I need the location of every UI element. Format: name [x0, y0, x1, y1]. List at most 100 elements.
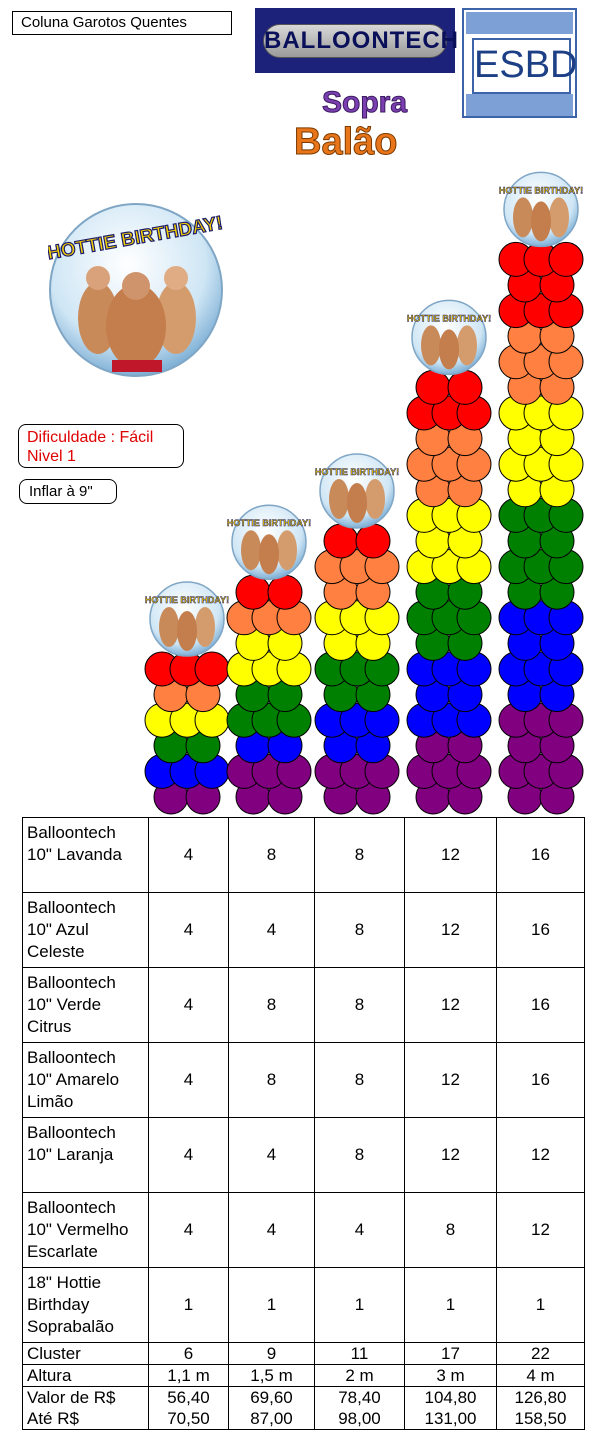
table-row: Balloontech 10" Vermelho Escarlate 4 4 4 8 12: [22, 1192, 585, 1268]
price-from: 69,60: [250, 1388, 293, 1407]
value-cell: 3 m: [404, 1364, 497, 1387]
balloontech-logo: BALLOONTECH: [255, 8, 458, 73]
balao-text: Balão: [294, 121, 397, 162]
row-label-line: Escarlate: [27, 1242, 98, 1261]
quantity-cell: 4: [148, 1192, 229, 1268]
row-label: Balloontech 10" Vermelho Escarlate: [22, 1192, 149, 1268]
price-label-line: Até R$: [27, 1409, 79, 1428]
hottie-birthday-balloon-large: HOTTIE BIRTHDAY!: [48, 203, 225, 377]
row-label: Balloontech 10" Azul Celeste: [22, 892, 149, 968]
quantity-cell: 8: [228, 967, 315, 1043]
quantity-cell: 12: [496, 1192, 585, 1268]
value-cell: 4 m: [496, 1364, 585, 1387]
row-label-line: Citrus: [27, 1017, 72, 1036]
difficulty-box: Dificuldade : Fácil Nivel 1: [18, 424, 184, 468]
quantity-cell: 16: [496, 1042, 585, 1118]
row-label: Balloontech 10" Verde Citrus: [22, 967, 149, 1043]
quantity-cell: 8: [228, 817, 315, 893]
balloon-red: [323, 523, 359, 559]
row-label-line: 10" Laranja: [27, 1145, 114, 1164]
table-row: Balloontech 10" Amarelo Limão 4 8 8 12 16: [22, 1042, 585, 1118]
page-title: Coluna Garotos Quentes: [12, 11, 232, 35]
balloon-caption-small: HOTTIE BIRTHDAY!: [315, 467, 399, 477]
row-label-line: Soprabalão: [27, 1317, 114, 1336]
balloon-red: [194, 651, 230, 687]
quantity-cell: 8: [314, 817, 405, 893]
table-row: 18" Hottie Birthday Soprabalão 1 1 1 1 1: [22, 1267, 585, 1343]
row-label: Balloontech 10" Laranja: [22, 1117, 149, 1193]
value-cell: 17: [404, 1342, 497, 1365]
sopra-balao-logo: Sopra Balão: [294, 86, 408, 163]
row-label-line: Balloontech: [27, 973, 116, 992]
balloon-caption-small: HOTTIE BIRTHDAY!: [499, 185, 583, 195]
balloon-red: [267, 574, 303, 610]
value-cell: 1,1 m: [148, 1364, 229, 1387]
quantity-cell: 12: [404, 892, 497, 968]
difficulty-label: Dificuldade : Fácil: [27, 429, 154, 446]
quantity-cell: 4: [228, 1192, 315, 1268]
table-row: Balloontech 10" Laranja 4 4 8 12 12: [22, 1117, 585, 1193]
table-row: Balloontech 10" Lavanda 4 8 8 12 16: [22, 817, 585, 893]
quantity-cell: 4: [148, 817, 229, 893]
quantity-cell: 4: [148, 1042, 229, 1118]
row-label-line: 10" Amarelo: [27, 1070, 120, 1089]
quantity-cell: 4: [314, 1192, 405, 1268]
quantity-cell: 1: [314, 1267, 405, 1343]
quantity-cell: 8: [314, 892, 405, 968]
quantity-cell: 4: [148, 1117, 229, 1193]
quantity-cell: 16: [496, 892, 585, 968]
balloon-red: [447, 369, 483, 405]
balloon-red: [548, 241, 584, 277]
price-cell: 56,40 70,50: [148, 1386, 229, 1430]
hottie-birthday-balloon-top: HOTTIE BIRTHDAY!: [227, 504, 311, 580]
value-cell: 11: [314, 1342, 405, 1365]
table-row: Balloontech 10" Azul Celeste 4 4 8 12 16: [22, 892, 585, 968]
row-label-line: 10" Vermelho: [27, 1220, 129, 1239]
esbd-logo-text: ESBD: [472, 38, 577, 94]
value-cell: 1,5 m: [228, 1364, 315, 1387]
inflate-size-box: Inflar à 9": [19, 479, 117, 504]
balloon-red: [355, 523, 391, 559]
esbd-stripe-top: [466, 12, 573, 34]
value-cell: 2 m: [314, 1364, 405, 1387]
hottie-birthday-balloon-top: HOTTIE BIRTHDAY!: [145, 581, 229, 657]
row-label-line: Balloontech: [27, 898, 116, 917]
balloon-caption-small: HOTTIE BIRTHDAY!: [227, 518, 311, 528]
row-label-line: Balloontech: [27, 1048, 116, 1067]
price-from: 126,80: [514, 1388, 567, 1407]
esbd-stripe-bottom: [466, 94, 573, 116]
quantity-cell: 8: [314, 967, 405, 1043]
quantity-cell: 8: [314, 1117, 405, 1193]
quantity-cell: 12: [404, 1042, 497, 1118]
row-label-line: Balloontech: [27, 823, 116, 842]
price-to: 131,00: [424, 1409, 477, 1428]
balloontech-logo-text: BALLOONTECH: [263, 24, 458, 58]
row-label-line: 18" Hottie: [27, 1273, 102, 1292]
row-label: Balloontech 10" Amarelo Limão: [22, 1042, 149, 1118]
price-cell: 78,40 98,00: [314, 1386, 405, 1430]
row-label-line: Birthday: [27, 1295, 90, 1314]
quantity-cell: 16: [496, 967, 585, 1043]
row-label: 18" Hottie Birthday Soprabalão: [22, 1267, 149, 1343]
table-row: Cluster 6 9 11 17 22: [22, 1342, 585, 1365]
quantity-cell: 1: [496, 1267, 585, 1343]
quantity-cell: 12: [404, 1117, 497, 1193]
difficulty-level: Nivel 1: [27, 448, 76, 465]
price-from: 104,80: [424, 1388, 477, 1407]
row-label-line: Balloontech: [27, 1123, 116, 1142]
price-cell: 69,60 87,00: [228, 1386, 315, 1430]
row-label-line: 10" Verde: [27, 995, 102, 1014]
row-label: Altura: [22, 1364, 149, 1387]
quantity-cell: 4: [228, 1117, 315, 1193]
row-label-line: Balloontech: [27, 1198, 116, 1217]
row-label-line: 10" Azul: [27, 920, 89, 939]
quantity-cell: 16: [496, 817, 585, 893]
hottie-birthday-balloon-top: HOTTIE BIRTHDAY!: [407, 299, 491, 376]
quantity-cell: 8: [404, 1192, 497, 1268]
price-row: Valor de R$ Até R$ 56,40 70,50 69,60 87,00 78,…: [22, 1386, 585, 1430]
quantity-cell: 12: [496, 1117, 585, 1193]
quantity-table: Balloontech 10" Lavanda 4 8 8 12 16 Balloontech…: [22, 817, 585, 1430]
price-label-line: Valor de R$: [27, 1388, 116, 1407]
price-cell: 126,80 158,50: [496, 1386, 585, 1430]
price-from: 78,40: [338, 1388, 381, 1407]
